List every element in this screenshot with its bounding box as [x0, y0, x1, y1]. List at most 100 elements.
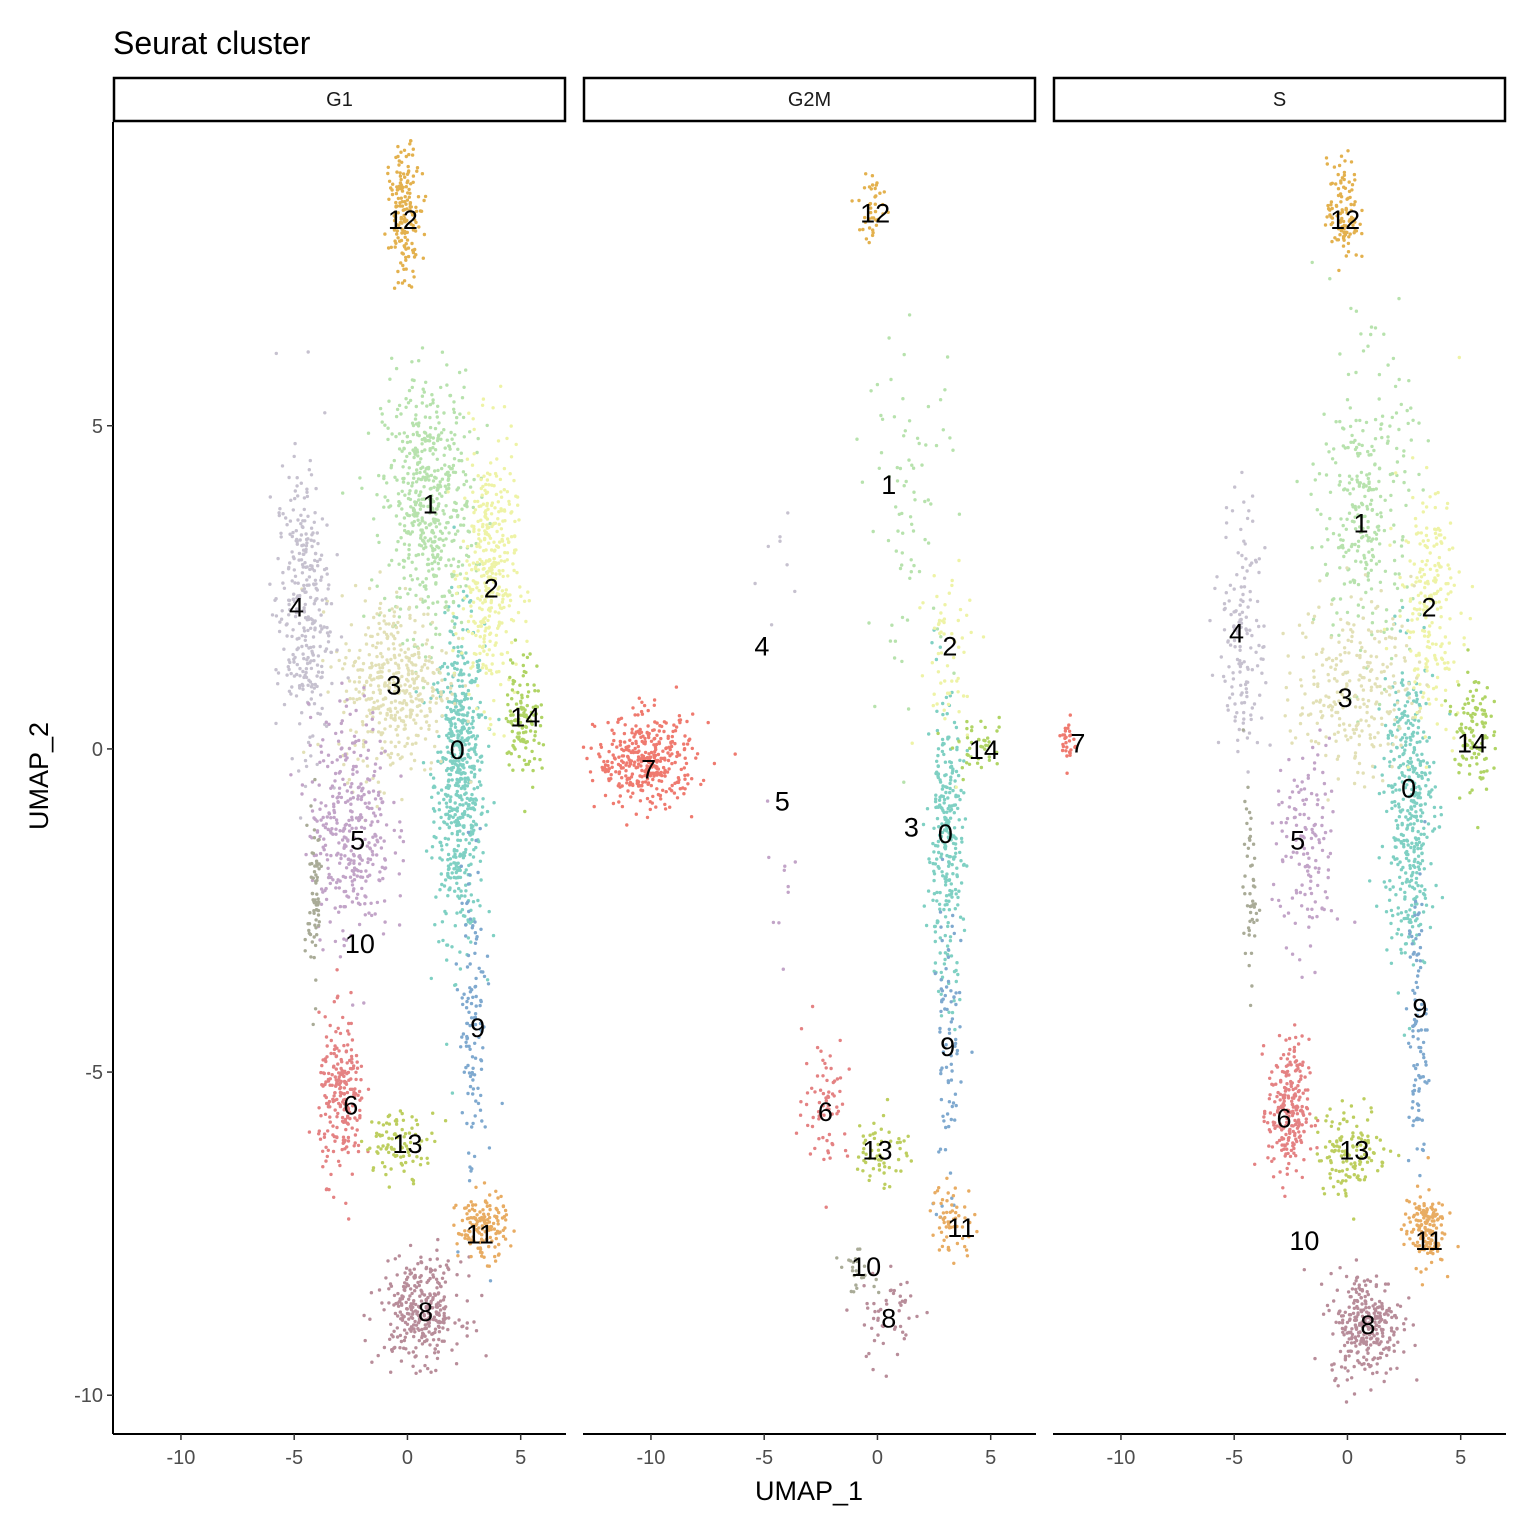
point-cluster-1: [445, 487, 449, 491]
point-cluster-6: [342, 1108, 346, 1112]
point-cluster-8: [907, 1316, 911, 1320]
point-cluster-7: [628, 738, 632, 742]
point-cluster-1: [873, 704, 877, 709]
point-cluster-1: [424, 587, 428, 591]
point-cluster-7: [664, 721, 668, 725]
point-cluster-9: [947, 1124, 951, 1129]
point-cluster-2: [501, 568, 505, 573]
point-cluster-0: [950, 862, 954, 867]
point-cluster-1: [405, 638, 409, 642]
point-cluster-6: [326, 1077, 331, 1082]
point-cluster-0: [466, 807, 470, 811]
point-cluster-3: [402, 727, 406, 731]
point-cluster-3: [391, 642, 396, 646]
point-cluster-6: [821, 1091, 826, 1096]
point-cluster-0: [446, 793, 450, 797]
point-cluster-1: [435, 497, 439, 501]
point-cluster-5: [354, 867, 359, 872]
point-cluster-4: [316, 654, 321, 658]
point-cluster-6: [307, 1130, 312, 1134]
point-cluster-8: [437, 1330, 442, 1334]
point-cluster-0: [463, 809, 467, 814]
point-cluster-8: [902, 1337, 906, 1341]
point-cluster-5: [350, 883, 355, 887]
point-cluster-1: [451, 557, 456, 561]
point-cluster-4: [276, 556, 280, 561]
point-cluster-1: [382, 474, 386, 478]
point-cluster-11: [495, 1215, 499, 1219]
point-cluster-3: [374, 645, 378, 650]
point-cluster-3: [399, 719, 404, 723]
point-cluster-5: [326, 875, 331, 880]
point-cluster-4: [285, 673, 289, 677]
point-cluster-0: [932, 924, 937, 929]
point-cluster-6: [805, 1091, 810, 1095]
point-cluster-1: [383, 423, 387, 427]
point-cluster-6: [329, 1051, 333, 1056]
point-cluster-5: [324, 897, 329, 902]
point-cluster-5: [350, 826, 354, 830]
point-cluster-9: [477, 966, 481, 970]
point-cluster-1: [386, 498, 390, 503]
point-cluster-1: [452, 625, 457, 630]
point-cluster-1: [375, 533, 380, 538]
point-cluster-1: [394, 414, 399, 419]
point-cluster-8: [392, 1303, 396, 1307]
point-cluster-11: [503, 1237, 508, 1241]
point-cluster-5: [350, 869, 354, 873]
point-cluster-6: [349, 1021, 353, 1026]
point-cluster-2: [482, 620, 486, 625]
point-cluster-6: [794, 1131, 799, 1135]
point-cluster-11: [466, 1203, 471, 1208]
point-cluster-2: [476, 683, 480, 688]
point-cluster-8: [455, 1342, 459, 1346]
point-cluster-11: [503, 1208, 508, 1213]
point-cluster-7: [590, 722, 595, 727]
point-cluster-4: [268, 495, 272, 499]
point-cluster-0: [458, 741, 462, 746]
point-cluster-8: [410, 1302, 414, 1307]
point-cluster-2: [487, 648, 491, 652]
point-cluster-2: [483, 536, 487, 541]
point-cluster-8: [898, 1324, 903, 1329]
point-cluster-10: [315, 875, 319, 880]
point-cluster-0: [461, 813, 465, 817]
points: [268, 139, 546, 1376]
point-cluster-7: [636, 713, 640, 717]
point-cluster-3: [405, 741, 409, 746]
point-cluster-1: [431, 401, 435, 405]
point-cluster-10: [316, 913, 321, 917]
point-cluster-9: [474, 976, 478, 981]
point-cluster-0: [430, 845, 435, 849]
point-cluster-9: [473, 920, 477, 924]
point-cluster-2: [478, 644, 482, 648]
point-cluster-2: [502, 543, 507, 547]
point-cluster-6: [335, 1125, 339, 1130]
point-cluster-7: [645, 796, 650, 801]
point-cluster-1: [429, 473, 434, 478]
point-cluster-1: [382, 505, 386, 509]
point-cluster-1: [446, 473, 451, 478]
point-cluster-1: [915, 436, 920, 440]
point-cluster-8: [401, 1284, 406, 1289]
point-cluster-1: [422, 430, 427, 434]
point-cluster-5: [364, 879, 368, 883]
point-cluster-11: [481, 1208, 485, 1212]
point-cluster-1: [394, 366, 399, 371]
point-cluster-1: [430, 497, 434, 502]
point-cluster-4: [326, 587, 330, 591]
point-cluster-6: [811, 1115, 815, 1120]
point-cluster-5: [359, 825, 364, 829]
point-cluster-7: [682, 742, 686, 746]
point-cluster-5: [306, 701, 311, 706]
point-cluster-7: [682, 747, 687, 751]
point-cluster-3: [392, 614, 396, 618]
point-cluster-0: [472, 775, 477, 779]
point-cluster-4: [314, 486, 318, 491]
point-cluster-10: [315, 878, 319, 883]
point-cluster-8: [865, 1301, 869, 1306]
point-cluster-0: [450, 778, 454, 782]
point-cluster-1: [402, 447, 406, 451]
point-cluster-2: [476, 568, 481, 572]
point-cluster-5: [359, 782, 363, 786]
